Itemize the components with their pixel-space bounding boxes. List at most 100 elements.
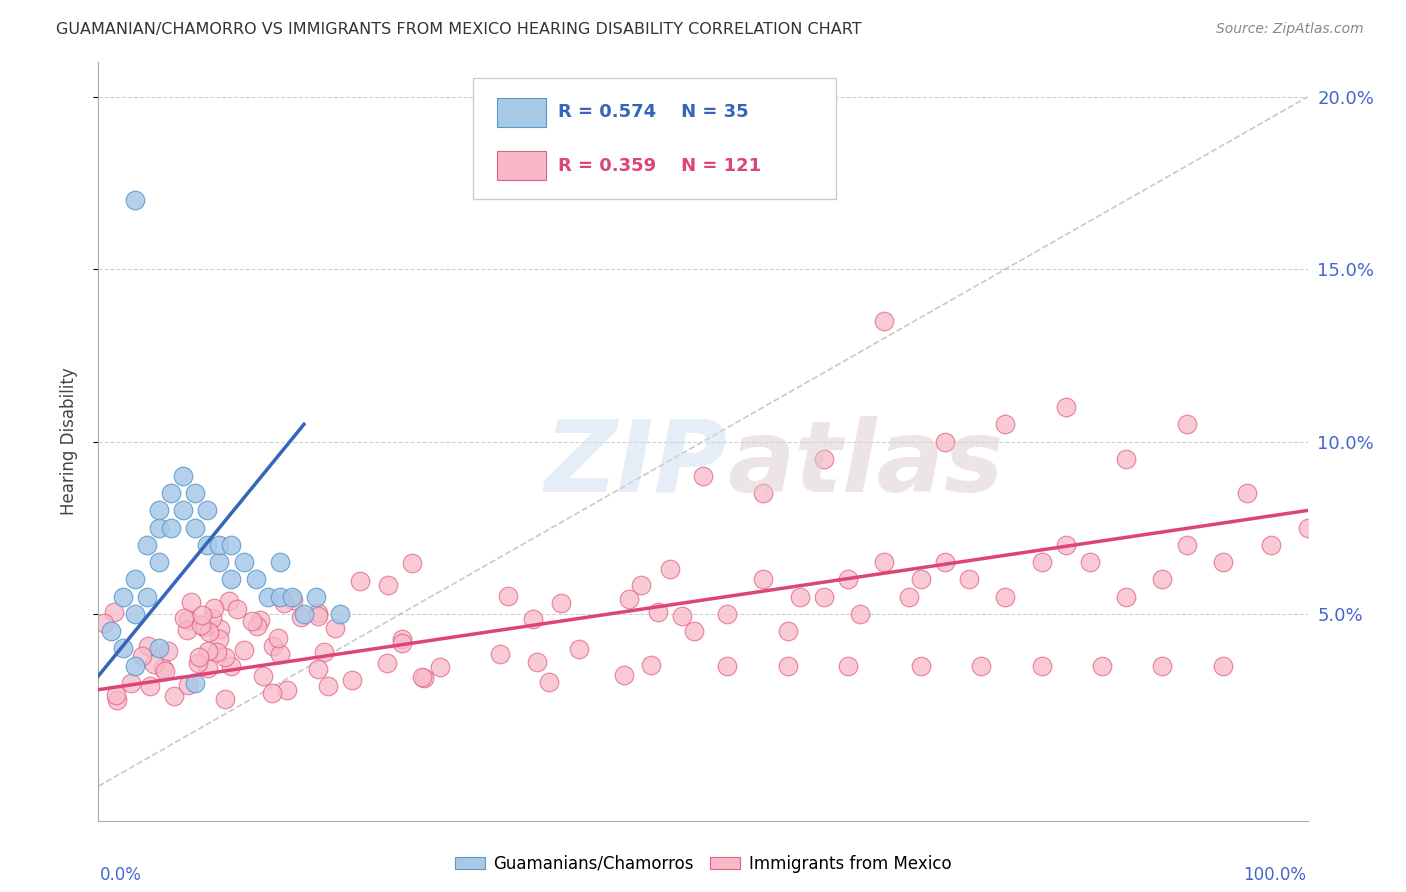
FancyBboxPatch shape [498,151,546,180]
Point [187,649,209,664]
Point [232,642,254,657]
Text: atlas: atlas [727,416,1004,513]
Point [837,658,859,673]
Point [93,616,115,631]
Point [496,589,519,603]
Point [1175,417,1198,432]
Point [172,469,194,483]
Legend: Guamanians/Chamorros, Immigrants from Mexico: Guamanians/Chamorros, Immigrants from Me… [449,848,957,880]
Point [269,555,291,569]
Point [139,680,162,694]
Point [934,434,956,449]
Point [683,624,706,639]
Point [193,620,215,634]
FancyBboxPatch shape [498,98,546,127]
Point [994,590,1017,604]
Point [184,486,207,500]
Point [208,555,231,569]
Point [307,606,329,620]
Point [266,631,288,645]
Point [221,573,243,587]
Point [305,590,328,604]
Point [148,521,170,535]
Point [316,679,339,693]
Point [124,658,146,673]
Point [375,656,398,670]
Point [994,417,1017,432]
Point [148,555,170,569]
Point [197,644,219,658]
Point [716,607,738,621]
Point [412,672,434,686]
Point [148,503,170,517]
Point [537,674,560,689]
Point [269,590,291,604]
Point [208,623,231,637]
Point [172,503,194,517]
Point [526,656,548,670]
Point [522,612,544,626]
Point [124,194,146,208]
Point [897,590,920,604]
Point [873,314,896,328]
Point [218,594,240,608]
Point [776,658,799,673]
Point [208,538,231,552]
Point [262,686,284,700]
Point [550,596,572,610]
Point [195,538,218,552]
Point [160,486,183,500]
Point [873,555,896,569]
Point [401,556,423,570]
Point [190,617,212,632]
Point [1031,658,1053,673]
Point [273,596,295,610]
Point [225,602,247,616]
Point [342,673,364,687]
Point [1260,538,1282,552]
Point [153,665,176,679]
Point [187,656,209,670]
Point [249,613,271,627]
Y-axis label: Hearing Disability: Hearing Disability [59,368,77,516]
Point [136,639,159,653]
Point [323,621,346,635]
Point [813,451,835,466]
Point [100,624,122,639]
Point [1152,658,1174,673]
Point [837,573,859,587]
Point [157,644,180,658]
Point [957,573,980,587]
Point [647,605,669,619]
Point [489,647,512,661]
Point [256,590,278,604]
Point [329,607,352,621]
Point [105,693,128,707]
Point [103,605,125,619]
Point [135,590,157,604]
Point [221,538,243,552]
Point [205,645,228,659]
Point [177,678,200,692]
Point [208,632,231,646]
Point [163,689,186,703]
Point [177,613,200,627]
Point [219,659,242,673]
Point [692,469,714,483]
Point [148,641,170,656]
Point [307,609,329,624]
Point [104,688,127,702]
Point [124,573,146,587]
Point [135,538,157,552]
Point [246,619,269,633]
Point [197,661,219,675]
Point [111,590,134,604]
Point [1078,555,1101,569]
Point [910,573,932,587]
Point [1031,555,1053,569]
Point [120,676,142,690]
Point [716,658,738,673]
Point [813,590,835,604]
Point [214,692,236,706]
Point [152,661,174,675]
